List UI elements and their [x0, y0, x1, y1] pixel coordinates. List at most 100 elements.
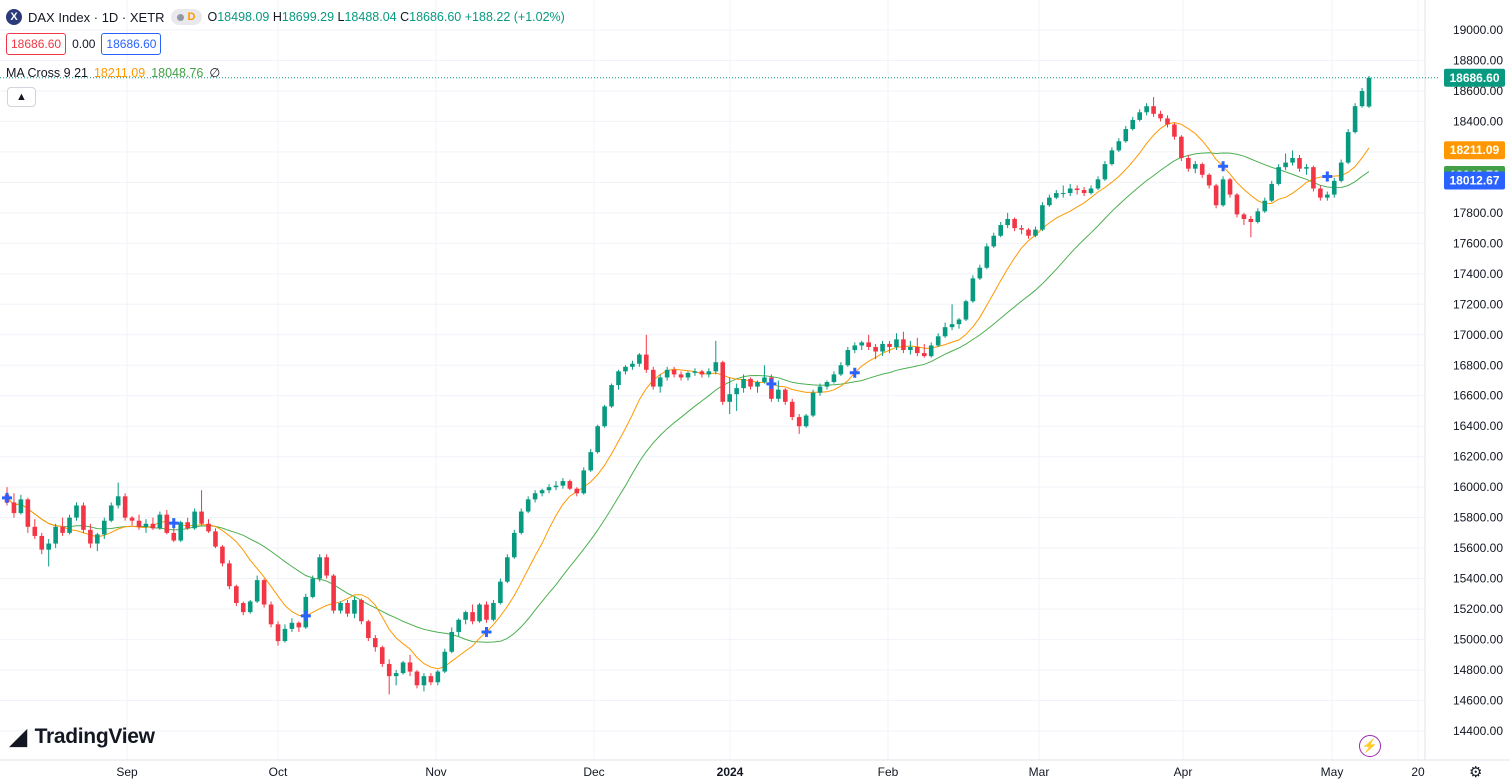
- y-tick-label: 16400.00: [1453, 419, 1503, 433]
- candle-body: [386, 663, 392, 677]
- indicator-name[interactable]: MA Cross 9 21: [6, 65, 88, 80]
- candle-body: [671, 369, 677, 375]
- y-tick-label: 18400.00: [1453, 114, 1503, 128]
- candle-body: [115, 496, 121, 506]
- candle-body: [699, 371, 705, 375]
- candle-body: [1040, 205, 1045, 230]
- change-value: +188.22 (+1.02%): [464, 10, 565, 24]
- price-axis-label: 18686.60: [1449, 71, 1499, 85]
- candle-body: [1012, 218, 1017, 229]
- candle-body: [129, 517, 135, 521]
- y-tick-label: 17200.00: [1453, 297, 1503, 311]
- candle-body: [678, 374, 684, 378]
- candle-body: [1081, 190, 1087, 194]
- ask-button[interactable]: 18686.60: [101, 33, 162, 55]
- candle-body: [143, 523, 149, 527]
- candle-body: [720, 362, 726, 402]
- ma-slow-line: [6, 152, 1370, 643]
- candle-body: [727, 394, 732, 402]
- candle-body: [831, 374, 837, 383]
- candle-body: [1005, 218, 1010, 226]
- symbol-icon[interactable]: X: [6, 9, 22, 25]
- candle-body: [296, 622, 302, 628]
- candle-body: [317, 557, 323, 579]
- candle-body: [1262, 200, 1268, 212]
- y-tick-label: 17800.00: [1453, 206, 1503, 220]
- candle-body: [935, 336, 941, 346]
- candle-body: [796, 417, 802, 427]
- candle-body: [873, 346, 878, 352]
- candle-body: [407, 662, 413, 672]
- ohlc-values: O18498.09 H18699.29 L18488.04 C18686.60 …: [208, 10, 565, 24]
- x-tick-label: May: [1321, 765, 1344, 779]
- ma-cross-marker: [849, 367, 860, 378]
- indicator-legend[interactable]: MA Cross 9 21 18211.09 18048.76 ∅: [6, 65, 220, 81]
- candle-body: [442, 651, 448, 672]
- price-axis-label-bg: [1444, 171, 1505, 190]
- high-value: 18699.29: [281, 10, 335, 24]
- candle-body: [984, 246, 990, 268]
- candle-body: [637, 354, 642, 364]
- candle-body: [463, 612, 468, 620]
- candle-body: [1352, 106, 1358, 133]
- candle-body: [74, 505, 79, 518]
- candle-body: [595, 426, 600, 453]
- chevron-up-icon[interactable]: ▲: [7, 87, 36, 107]
- candle-body: [1151, 106, 1156, 114]
- candle-body: [101, 520, 107, 535]
- y-tick-label: 14600.00: [1453, 694, 1503, 708]
- candle-body: [88, 529, 93, 544]
- candle-body: [81, 505, 86, 530]
- candle-body: [213, 531, 218, 547]
- candle-body: [372, 638, 378, 648]
- candle-body: [192, 511, 197, 529]
- gear-icon[interactable]: ⚙: [1469, 764, 1483, 781]
- candle-body: [1019, 228, 1024, 230]
- candle-body: [963, 301, 969, 320]
- candle-body: [206, 523, 211, 532]
- candle-body: [511, 532, 517, 558]
- candle-body: [713, 362, 719, 372]
- candle-body: [1026, 229, 1031, 236]
- symbol-title[interactable]: DAX Index · 1D · XETR: [28, 9, 165, 25]
- candle-body: [810, 392, 816, 416]
- candle-body: [1074, 188, 1080, 191]
- candle-body: [491, 602, 496, 620]
- chart-header: X DAX Index · 1D · XETR D O18498.09 H186…: [6, 6, 565, 28]
- candle-body: [1165, 118, 1170, 125]
- bid-button[interactable]: 18686.60: [6, 33, 67, 55]
- candle-body: [240, 602, 246, 613]
- lightning-icon[interactable]: ⚡: [1359, 735, 1381, 757]
- tradingview-logo[interactable]: ◢ TradingView: [10, 724, 155, 750]
- y-tick-label: 15200.00: [1453, 602, 1503, 616]
- candle-body: [1179, 136, 1184, 159]
- candle-body: [894, 339, 899, 347]
- candle-body: [1269, 183, 1275, 201]
- candle-body: [970, 278, 976, 302]
- y-tick-label: 18800.00: [1453, 53, 1503, 67]
- candle-body: [1220, 179, 1226, 206]
- candle-body: [880, 343, 885, 352]
- y-tick-label: 16000.00: [1453, 480, 1503, 494]
- candle-body: [1137, 112, 1142, 120]
- market-status-pill[interactable]: D: [170, 9, 202, 25]
- y-tick-label: 18600.00: [1453, 84, 1503, 98]
- x-tick-label: Mar: [1029, 765, 1050, 779]
- x-tick-label: Oct: [269, 765, 288, 779]
- candle-body: [782, 389, 788, 402]
- y-tick-label: 15000.00: [1453, 633, 1503, 647]
- ma-cross-marker: [1218, 161, 1229, 172]
- candle-body: [1276, 167, 1281, 184]
- candle-body: [859, 342, 865, 346]
- candle-body: [706, 371, 712, 375]
- candle-body: [748, 378, 753, 387]
- candle-body: [1123, 129, 1129, 142]
- candle-body: [532, 493, 538, 500]
- y-tick-label: 14800.00: [1453, 663, 1503, 677]
- candle-body: [866, 342, 871, 347]
- ma-cross-marker: [300, 610, 311, 621]
- candle-body: [1088, 188, 1094, 194]
- x-tick-label: 2024: [717, 765, 744, 779]
- candle-body: [338, 602, 343, 611]
